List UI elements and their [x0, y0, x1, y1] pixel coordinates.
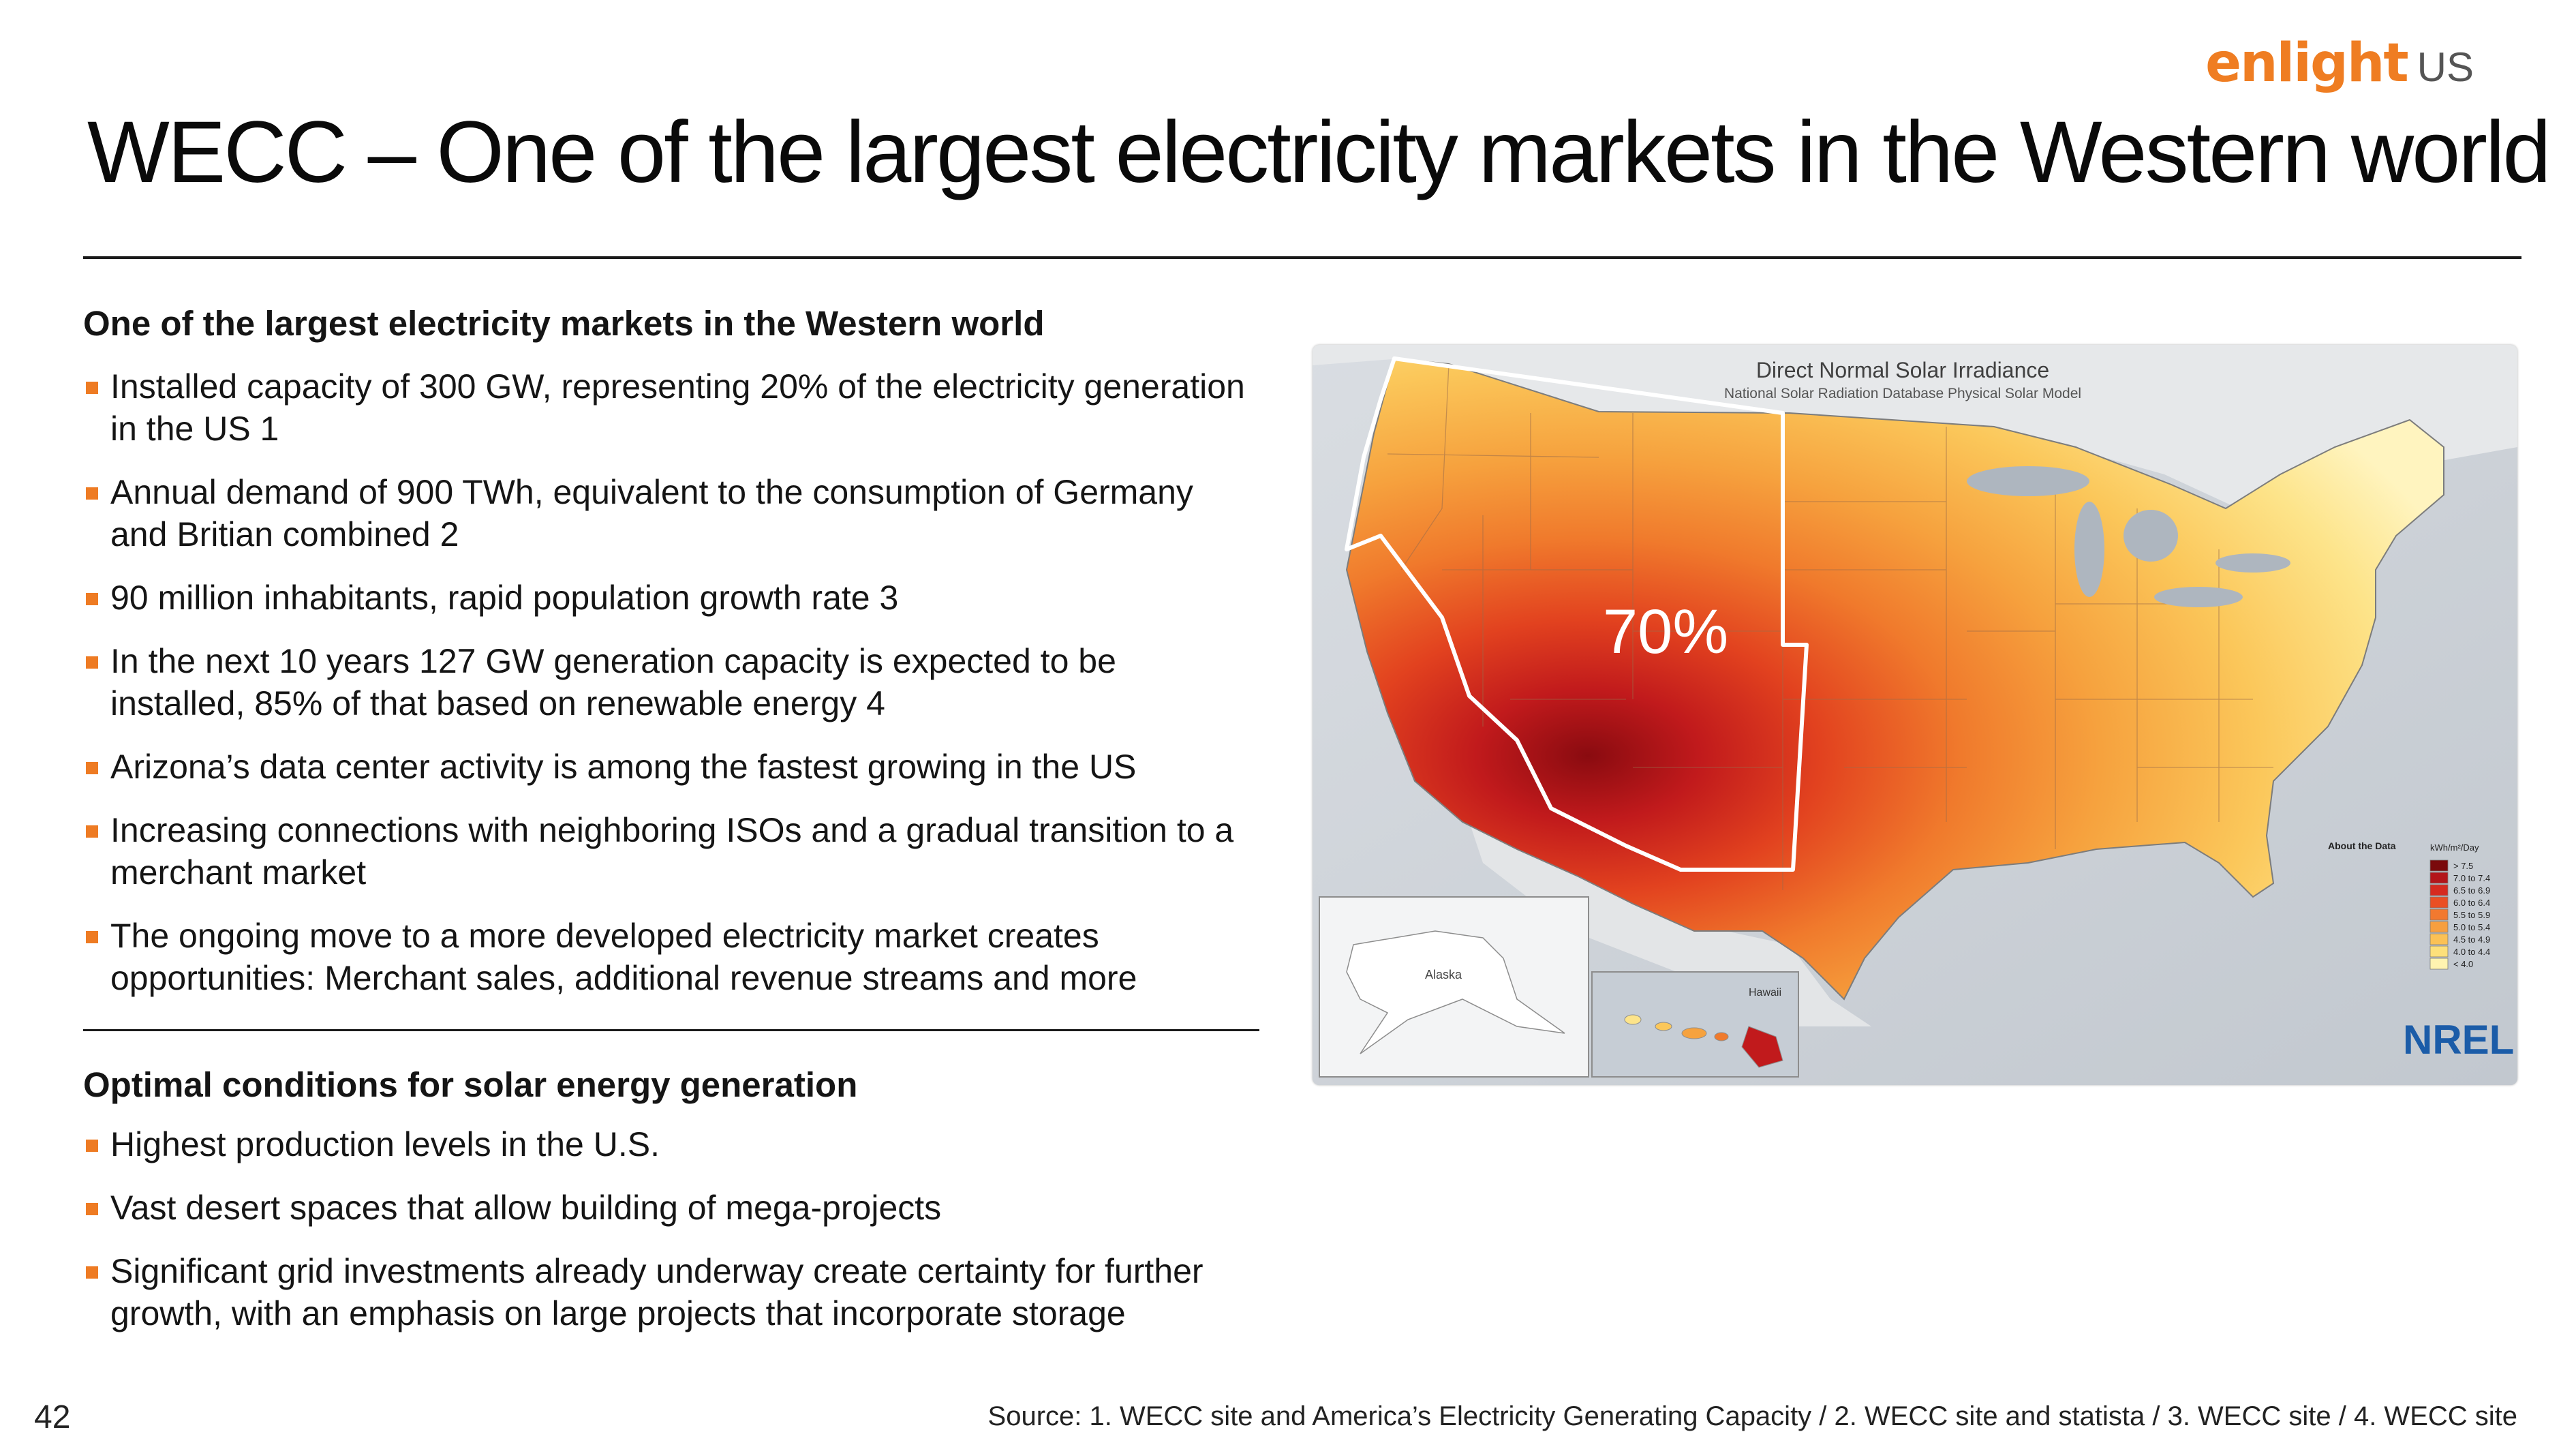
legend-title: About the Data — [2328, 840, 2396, 851]
legend-label: > 7.5 — [2453, 861, 2473, 871]
legend-swatch — [2429, 958, 2449, 970]
legend-label: 5.0 to 5.4 — [2453, 922, 2490, 932]
legend-swatch — [2429, 859, 2449, 872]
state-borders — [1387, 363, 2273, 890]
legend-label: 5.5 to 5.9 — [2453, 910, 2490, 920]
section-divider — [83, 1029, 1259, 1031]
brand-region: US — [2417, 44, 2474, 90]
solar-irradiance-map: Direct Normal Solar Irradiance National … — [1313, 345, 2517, 1085]
bullet-item: Significant grid investments already und… — [83, 1250, 1255, 1334]
solar-bullet-list: Highest production levels in the U.S. Va… — [83, 1123, 1255, 1356]
legend-units: kWh/m²/Day — [2430, 842, 2479, 853]
wecc-region-outline — [1345, 356, 1809, 872]
brand-name: enlight — [2205, 33, 2409, 94]
legend-swatch — [2429, 896, 2449, 909]
bullet-item: The ongoing move to a more developed ele… — [83, 915, 1255, 999]
great-lakes — [1967, 466, 2290, 607]
hawaii-label: Hawaii — [1749, 987, 1781, 998]
alaska-label: Alaska — [1425, 968, 1462, 981]
legend-swatch — [2429, 945, 2449, 958]
bullet-item: Arizona’s data center activity is among … — [83, 746, 1255, 788]
bullet-item: Installed capacity of 300 GW, representi… — [83, 365, 1255, 450]
bullet-item: 90 million inhabitants, rapid population… — [83, 577, 1255, 619]
legend-label: 4.5 to 4.9 — [2453, 934, 2490, 945]
page-number: 42 — [34, 1399, 71, 1435]
map-title: Direct Normal Solar Irradiance — [1756, 358, 2049, 382]
hawaii-inset: Hawaii — [1591, 971, 1799, 1078]
alaska-inset: Alaska — [1319, 896, 1589, 1078]
legend-swatch — [2429, 921, 2449, 933]
market-bullet-list: Installed capacity of 300 GW, representi… — [83, 365, 1255, 1020]
legend-swatch — [2429, 884, 2449, 896]
legend-label: < 4.0 — [2453, 959, 2473, 969]
section-heading-solar: Optimal conditions for solar energy gene… — [83, 1065, 858, 1104]
legend-swatch — [2429, 909, 2449, 921]
nrel-logo: NREL — [2403, 1017, 2514, 1063]
title-divider — [83, 256, 2521, 259]
legend-swatch — [2429, 872, 2449, 884]
bullet-item: Vast desert spaces that allow building o… — [83, 1187, 1255, 1229]
legend-swatch — [2429, 933, 2449, 945]
legend-label: 6.0 to 6.4 — [2453, 898, 2490, 908]
bullet-item: In the next 10 years 127 GW generation c… — [83, 640, 1255, 724]
bullet-item: Increasing connections with neighboring … — [83, 809, 1255, 894]
section-heading-market: One of the largest electricity markets i… — [83, 304, 1045, 343]
page-title: WECC – One of the largest electricity ma… — [87, 104, 2551, 201]
legend-label: 6.5 to 6.9 — [2453, 885, 2490, 896]
wecc-share-label: 70% — [1603, 597, 1728, 667]
legend-label: 4.0 to 4.4 — [2453, 947, 2490, 957]
legend-label: 7.0 to 7.4 — [2453, 873, 2490, 883]
bullet-item: Highest production levels in the U.S. — [83, 1123, 1255, 1165]
source-footnote: Source: 1. WECC site and America’s Elect… — [987, 1401, 2517, 1431]
map-subtitle: National Solar Radiation Database Physic… — [1724, 386, 2081, 401]
brand-logo: enlight US — [2205, 33, 2474, 94]
bullet-item: Annual demand of 900 TWh, equivalent to … — [83, 471, 1255, 555]
map-legend: About the Data kWh/m²/Day > 7.5 7.0 to 7.… — [2328, 840, 2490, 970]
